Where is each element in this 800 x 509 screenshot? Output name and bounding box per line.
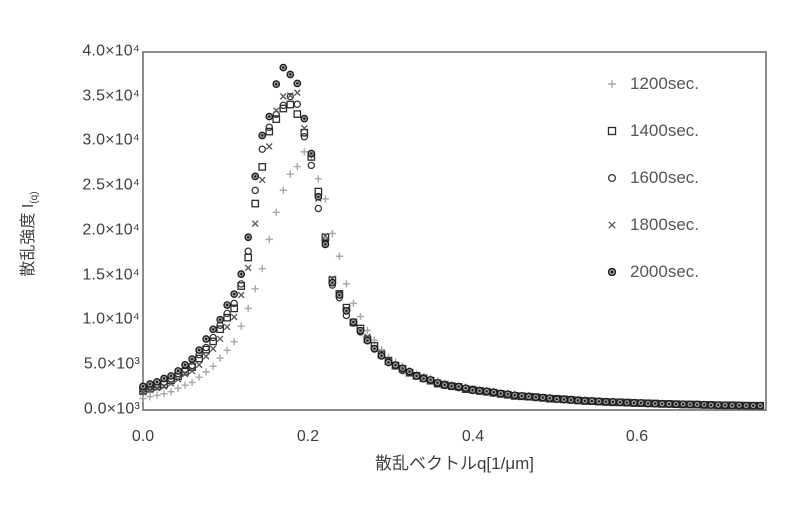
y-tick-label: 4.0×10⁴ <box>82 42 140 60</box>
open-square-marker-icon <box>607 126 617 135</box>
legend-item-2000sec: 2000sec. <box>603 248 699 295</box>
x-tick-label: 0.4 <box>461 428 485 445</box>
y-tick-label: 1.0×10⁴ <box>82 310 140 328</box>
legend-item-1800sec: 1800sec. <box>603 201 699 248</box>
x-tick-label: 0.0 <box>131 428 155 445</box>
legend-label: 2000sec. <box>630 261 699 281</box>
series-2000sec <box>139 63 765 410</box>
y-axis-title-subscript: (q) <box>29 191 41 204</box>
y-axis-title: 散乱強度 I(q) <box>14 191 40 276</box>
y-tick-label: 0.0×10³ <box>83 400 140 418</box>
open-circle-marker-icon <box>607 173 617 182</box>
y-tick-label: 2.0×10⁴ <box>82 221 140 239</box>
plus-marker-icon <box>608 79 616 88</box>
legend-item-1200sec: 1200sec. <box>603 60 699 107</box>
y-axis-title-text: 散乱強度 I <box>19 203 37 277</box>
x-marker-icon <box>608 220 616 229</box>
y-tick-label: 2.5×10⁴ <box>82 176 140 194</box>
filled-circle-marker-icon <box>607 267 617 276</box>
y-tick-label: 3.0×10⁴ <box>82 131 140 149</box>
legend-label: 1600sec. <box>630 167 699 187</box>
legend-item-1600sec: 1600sec. <box>603 154 699 201</box>
legend-label: 1800sec. <box>630 214 699 234</box>
legend-label: 1200sec. <box>630 73 699 93</box>
legend-item-1400sec: 1400sec. <box>603 107 699 154</box>
x-tick-label: 0.2 <box>296 428 320 445</box>
x-axis-title: 散乱ベクトルq[1/μm] <box>374 454 535 473</box>
x-tick-label: 0.6 <box>625 428 649 445</box>
plot-frame <box>142 51 767 411</box>
series-layer <box>139 63 765 410</box>
y-tick-label: 3.5×10⁴ <box>82 87 140 105</box>
legend: 1200sec. 1400sec. 1600sec. 1800sec. 2000… <box>603 60 699 295</box>
legend-label: 1400sec. <box>630 120 699 140</box>
y-tick-label: 1.5×10⁴ <box>82 266 140 284</box>
y-tick-label: 5.0×10³ <box>83 355 140 373</box>
